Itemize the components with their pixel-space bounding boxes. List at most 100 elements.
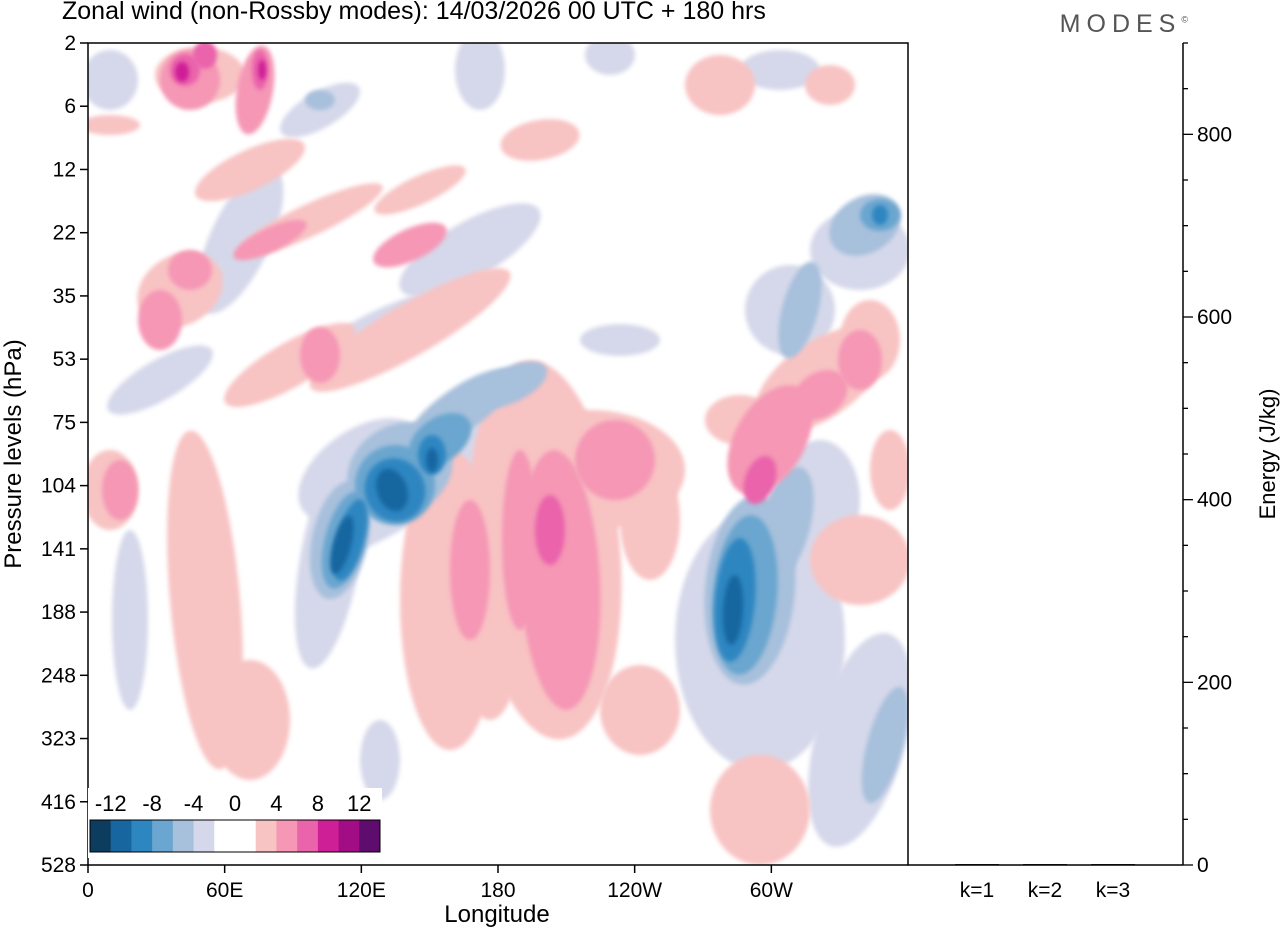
colorbar-swatch xyxy=(297,820,319,852)
longitude-tick-label: 0 xyxy=(82,879,94,902)
heatmap-field xyxy=(88,43,908,865)
pressure-tick-label: 2 xyxy=(64,32,76,55)
contour-blob xyxy=(710,755,810,865)
longitude-tick-label: 120W xyxy=(607,879,662,902)
contour-blob xyxy=(870,430,908,510)
contour-blob xyxy=(360,720,400,800)
contour-blob xyxy=(102,460,138,520)
pressure-tick-label: 12 xyxy=(53,158,76,181)
energy-bar-label: k=2 xyxy=(1028,879,1062,902)
contour-blob xyxy=(502,450,538,630)
energy-tick-label: 800 xyxy=(1197,123,1232,146)
longitude-tick-label: 180 xyxy=(480,879,515,902)
contour-blob xyxy=(535,495,565,565)
colorbar-label: 4 xyxy=(270,791,282,816)
colorbar-swatch xyxy=(152,820,174,852)
contour-blob xyxy=(500,119,580,161)
energy-axis-label: Energy (J/kg) xyxy=(1255,389,1280,520)
contour-blob xyxy=(107,345,213,415)
colorbar-swatch xyxy=(255,820,277,852)
colorbar-swatch xyxy=(172,820,195,852)
colorbar-swatch xyxy=(214,820,236,852)
contour-blob xyxy=(300,327,340,383)
contour-blob xyxy=(374,165,466,215)
contour-blob xyxy=(455,43,505,110)
pressure-tick-label: 188 xyxy=(41,601,76,624)
contour-blob xyxy=(138,290,182,350)
colorbar-swatch xyxy=(338,820,360,852)
energy-tick-label: 200 xyxy=(1197,671,1232,694)
energy-bar xyxy=(955,864,999,866)
energy-bar-label: k=3 xyxy=(1096,879,1130,902)
pressure-tick-label: 248 xyxy=(41,664,76,687)
x-axis-label: Longitude xyxy=(444,901,549,928)
colorbar-swatch xyxy=(276,820,298,852)
energy-axis: 0 200 400 600 800 xyxy=(1183,42,1232,877)
contour-blob xyxy=(810,515,908,605)
contour-blob xyxy=(861,686,908,804)
contour-blob xyxy=(373,222,447,268)
colorbar-label: 8 xyxy=(312,791,324,816)
colorbar-swatch xyxy=(131,820,153,852)
contour-blob xyxy=(580,324,660,356)
pressure-tick-label: 528 xyxy=(41,854,76,877)
contour-blob xyxy=(722,575,744,645)
colorbar-swatch xyxy=(110,820,132,852)
contour-blob xyxy=(193,43,217,69)
contour-blob xyxy=(426,448,438,472)
longitude-tick-label: 60E xyxy=(206,879,243,902)
chart-title: Zonal wind (non-Rossby modes): 14/03/202… xyxy=(62,0,766,25)
contour-blob xyxy=(805,65,855,105)
contour-blob xyxy=(727,385,813,495)
contour-blob xyxy=(88,115,140,135)
contour-blob xyxy=(305,90,335,110)
colorbar-swatch xyxy=(235,820,257,852)
modes-logo: MODES© xyxy=(1059,10,1188,38)
contour-blob xyxy=(792,370,848,420)
pressure-tick-label: 22 xyxy=(53,222,76,245)
energy-tick-label: 600 xyxy=(1197,306,1232,329)
contour-blob xyxy=(600,665,680,755)
energy-tick-label: 0 xyxy=(1197,854,1209,877)
contour-blob xyxy=(872,205,888,225)
colorbar-label: -8 xyxy=(142,791,162,816)
longitude-tick-label: 120E xyxy=(337,879,386,902)
contour-blob xyxy=(309,268,511,392)
colorbar: -12 -8 -4 0 4 8 12 xyxy=(88,788,382,858)
pressure-axis: 2 6 12 22 35 53 75 104 141 188 248 323 416 528 xyxy=(41,32,88,877)
colorbar-label: 12 xyxy=(347,791,371,816)
pressure-tick-label: 104 xyxy=(41,475,76,498)
contour-blob xyxy=(685,55,755,115)
contour-blob xyxy=(743,455,777,505)
contour-blob xyxy=(472,361,548,409)
contour-blob xyxy=(575,420,655,500)
contour-blob xyxy=(88,50,138,110)
colorbar-swatch xyxy=(359,820,381,852)
energy-bars: k=1 k=2 k=3 xyxy=(955,864,1135,902)
contour-blob xyxy=(399,203,541,297)
contour-blob xyxy=(778,261,822,359)
colorbar-frame xyxy=(89,819,381,853)
y-axis-label: Pressure levels (hPa) xyxy=(0,339,27,568)
longitude-axis: 0 60E 120E 180 120W 60W xyxy=(82,865,793,902)
energy-bar-label: k=1 xyxy=(960,879,994,902)
pressure-tick-label: 6 xyxy=(64,95,76,118)
energy-tick-label: 400 xyxy=(1197,489,1232,512)
contour-blob xyxy=(808,633,908,847)
colorbar-swatch xyxy=(90,820,112,852)
contour-blob xyxy=(175,62,189,82)
pressure-tick-label: 53 xyxy=(53,348,76,371)
contour-blob xyxy=(740,50,820,90)
contour-blob xyxy=(838,330,882,390)
energy-bar xyxy=(1091,864,1135,866)
pressure-tick-label: 416 xyxy=(41,791,76,814)
contour-blob xyxy=(210,660,290,780)
contour-blob xyxy=(585,43,635,75)
pressure-tick-label: 141 xyxy=(41,538,76,561)
contour-blob xyxy=(168,250,212,290)
energy-bar xyxy=(1023,864,1067,866)
contour-blob xyxy=(450,500,490,640)
longitude-tick-label: 60W xyxy=(750,879,793,902)
contour-blob xyxy=(233,219,307,261)
